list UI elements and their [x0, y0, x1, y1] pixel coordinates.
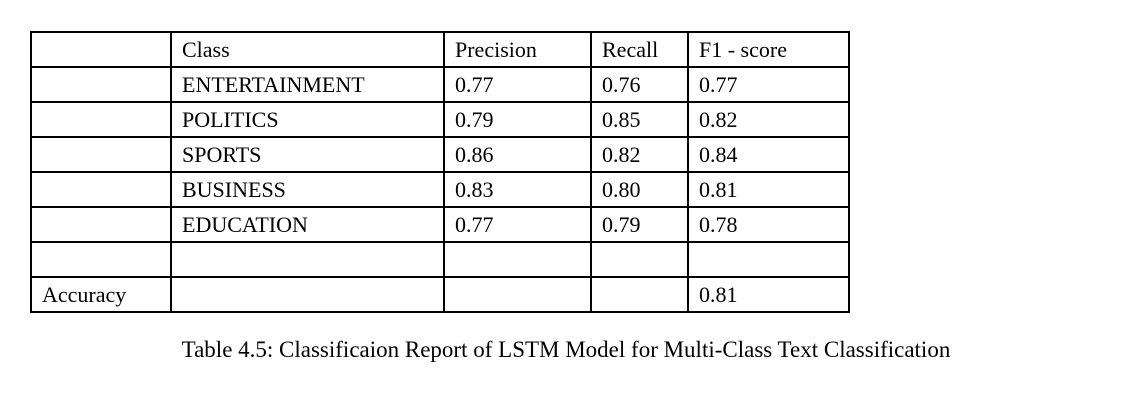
- cell-precision: 0.83: [443, 171, 592, 208]
- table-row-politics: POLITICS 0.79 0.85 0.82: [30, 101, 850, 138]
- table-cell: [30, 101, 172, 138]
- table-row-accuracy: Accuracy 0.81: [30, 276, 850, 313]
- cell-recall: 0.79: [590, 206, 689, 243]
- cell-f1-score: 0.84: [687, 136, 850, 173]
- table-cell: [590, 276, 689, 313]
- cell-f1-score: 0.81: [687, 171, 850, 208]
- cell-precision: 0.77: [443, 66, 592, 103]
- cell-accuracy-value: 0.81: [687, 276, 850, 313]
- cell-f1-score: 0.78: [687, 206, 850, 243]
- cell-precision: 0.77: [443, 206, 592, 243]
- cell-class: SPORTS: [170, 136, 445, 173]
- col-header-recall: Recall: [590, 31, 689, 68]
- table-row-spacer: [30, 241, 850, 278]
- col-header-class: Class: [170, 31, 445, 68]
- cell-class: POLITICS: [170, 101, 445, 138]
- table-cell: [30, 136, 172, 173]
- table-cell: [443, 241, 592, 278]
- table-row-entertainment: ENTERTAINMENT 0.77 0.76 0.77: [30, 66, 850, 103]
- table-cell: [687, 241, 850, 278]
- table-cell: [170, 241, 445, 278]
- cell-recall: 0.80: [590, 171, 689, 208]
- table-caption: Table 4.5: Classificaion Report of LSTM …: [181, 337, 951, 362]
- table-cell: [170, 276, 445, 313]
- cell-class: EDUCATION: [170, 206, 445, 243]
- table-cell: [30, 171, 172, 208]
- cell-accuracy-label: Accuracy: [30, 276, 172, 313]
- cell-recall: 0.82: [590, 136, 689, 173]
- table-cell: [30, 241, 172, 278]
- cell-class: ENTERTAINMENT: [170, 66, 445, 103]
- cell-recall: 0.76: [590, 66, 689, 103]
- cell-f1-score: 0.77: [687, 66, 850, 103]
- col-header-empty: [30, 31, 172, 68]
- cell-recall: 0.85: [590, 101, 689, 138]
- table-cell: [590, 241, 689, 278]
- cell-f1-score: 0.82: [687, 101, 850, 138]
- cell-precision: 0.79: [443, 101, 592, 138]
- classification-report-table: Class Precision Recall F1 - score ENTERT…: [30, 31, 850, 313]
- table-row-business: BUSINESS 0.83 0.80 0.81: [30, 171, 850, 208]
- table-row-sports: SPORTS 0.86 0.82 0.84: [30, 136, 850, 173]
- cell-class: BUSINESS: [170, 171, 445, 208]
- table-header-row: Class Precision Recall F1 - score: [30, 31, 850, 68]
- table-row-education: EDUCATION 0.77 0.79 0.78: [30, 206, 850, 243]
- col-header-f1-score: F1 - score: [687, 31, 850, 68]
- table-cell: [30, 66, 172, 103]
- cell-precision: 0.86: [443, 136, 592, 173]
- col-header-precision: Precision: [443, 31, 592, 68]
- table-cell: [30, 206, 172, 243]
- table-cell: [443, 276, 592, 313]
